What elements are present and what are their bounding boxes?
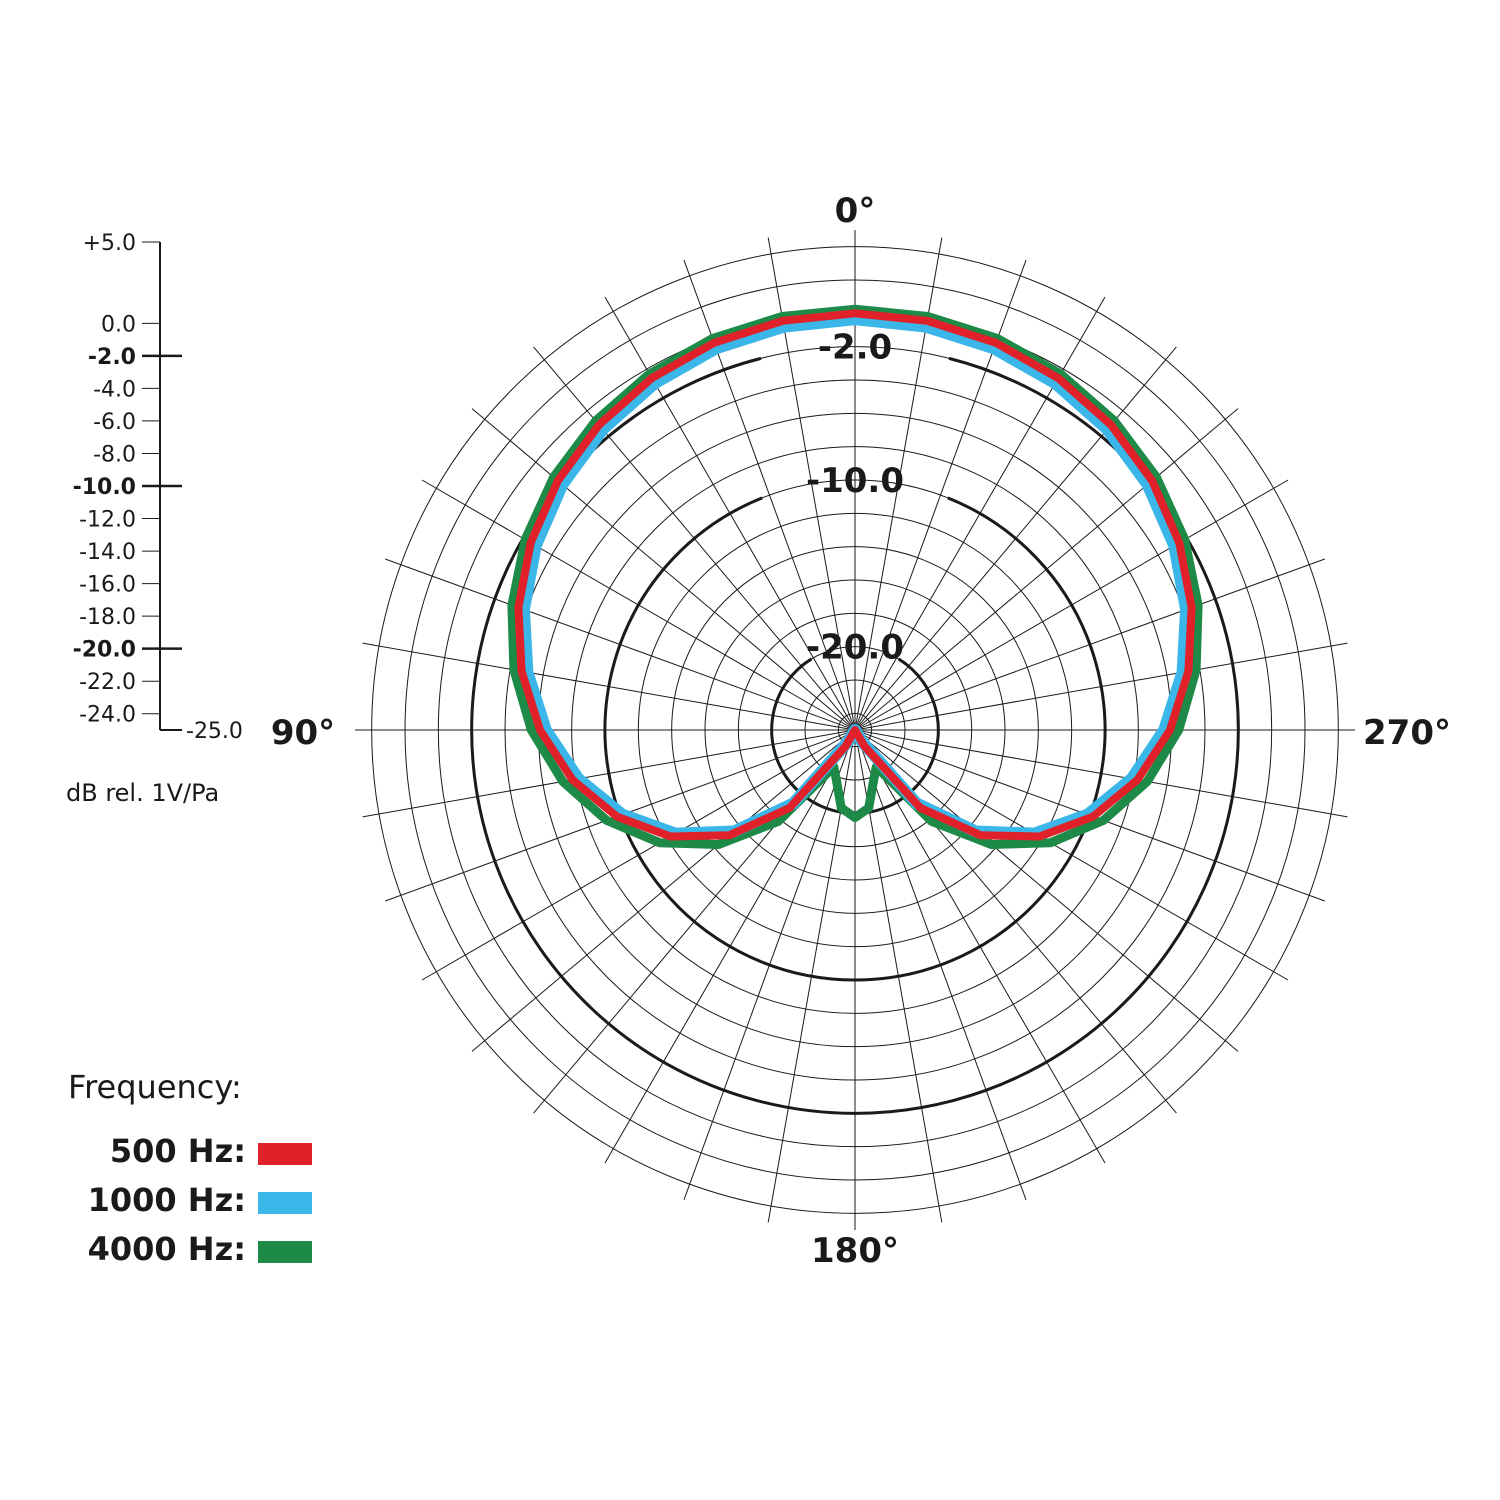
scale-tick-label: -14.0 (79, 540, 136, 565)
grid-spoke (857, 296, 1106, 726)
scale-tick-label: -6.0 (93, 410, 136, 435)
series-lines (507, 304, 1203, 849)
grid-spoke (421, 732, 851, 981)
legend-swatch (258, 1241, 312, 1263)
grid-spoke (859, 732, 1289, 981)
legend-label: 4000 Hz: (88, 1230, 246, 1268)
angle-label-0: 0° (835, 191, 876, 231)
grid-spoke (471, 408, 851, 727)
grid-spoke (860, 730, 1348, 818)
scale-tick-label: +5.0 (83, 231, 136, 256)
legend-label: 500 Hz: (110, 1132, 246, 1170)
series-line-500hz (514, 309, 1196, 841)
scale-tick-label: -12.0 (79, 508, 136, 533)
legend-label: 1000 Hz: (88, 1181, 246, 1219)
angle-labels: 0° 90° 180° 270° (271, 191, 1451, 1271)
scale-tick-label: -2.0 (88, 345, 136, 370)
grid-spoke (683, 735, 854, 1201)
grid-spoke (856, 735, 1027, 1201)
scale-tick-label: -20.0 (73, 638, 136, 663)
ring-label: -2.0 (818, 328, 892, 368)
grid-spoke (604, 296, 853, 726)
angle-label-180: 180° (811, 1231, 899, 1271)
ring-labels: -2.0 -10.0 -20.0 (806, 328, 904, 668)
legend-title: Frequency: (68, 1068, 242, 1106)
grid-spoke (767, 735, 855, 1223)
ring-label: -10.0 (806, 461, 904, 501)
grid-spoke (858, 346, 1177, 726)
scale-tick-label: -22.0 (79, 670, 136, 695)
grid-spoke (604, 734, 853, 1164)
scale-tick-label: -4.0 (93, 377, 136, 402)
grid-spoke (859, 733, 1239, 1052)
grid-spoke (384, 558, 850, 729)
scale-tick-label: -18.0 (79, 605, 136, 630)
grid-spoke (362, 642, 850, 730)
series-line-4000hz (507, 304, 1203, 849)
grid-spoke (860, 642, 1348, 730)
grid-spoke (859, 408, 1239, 727)
grid-spoke (859, 479, 1289, 728)
grid-spoke (857, 734, 1106, 1164)
scale-tick-label: 0.0 (101, 312, 136, 337)
scale-tick-label: -8.0 (93, 442, 136, 467)
legend-swatch (258, 1192, 312, 1214)
grid-spoke (533, 346, 852, 726)
grid-spoke (471, 733, 851, 1052)
grid-spoke (421, 479, 851, 728)
angle-label-90: 90° (271, 713, 335, 753)
ring-label: -20.0 (806, 628, 904, 668)
scale-tick-label: -24.0 (79, 703, 136, 728)
grid-spoke (362, 730, 850, 818)
major-ring (603, 496, 1107, 982)
legend: Frequency: 500 Hz: 1000 Hz: 4000 Hz: (68, 1068, 312, 1268)
legend-swatch (258, 1143, 312, 1165)
scale-tick-label: -16.0 (79, 573, 136, 598)
db-scale-axis: +5.0 0.0 -2.0 -4.0 -6.0 -8.0 -10.0 -12.0 -14.0 -1… (73, 231, 243, 744)
scale-tick-label: -25.0 (186, 719, 243, 744)
major-ring (470, 356, 1240, 1115)
grid-spoke (855, 735, 943, 1223)
angle-label-270: 270° (1363, 713, 1451, 753)
grid-spoke (860, 558, 1326, 729)
unit-label: dB rel. 1V/Pa (66, 779, 219, 807)
scale-tick-label: -10.0 (73, 475, 136, 500)
